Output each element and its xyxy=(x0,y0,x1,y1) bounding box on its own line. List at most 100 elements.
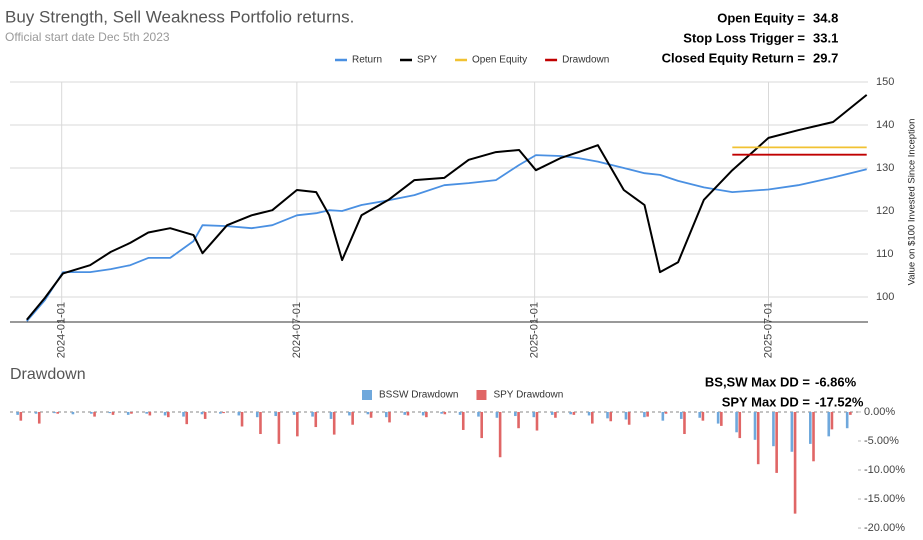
bar xyxy=(606,411,609,419)
bar xyxy=(440,411,443,414)
bar xyxy=(53,411,56,414)
x-tick-label: 2025-01-01 xyxy=(529,302,541,358)
bar xyxy=(716,411,720,424)
y-tick-label: -20.00% xyxy=(864,522,905,534)
y-tick-label: 100 xyxy=(876,291,894,303)
bar xyxy=(550,411,554,415)
bar xyxy=(126,411,130,415)
bar xyxy=(163,411,167,416)
bar xyxy=(735,411,738,433)
bar xyxy=(698,411,702,418)
bar xyxy=(845,411,849,429)
stat-value: 29.7 xyxy=(813,50,838,65)
bar xyxy=(461,411,465,430)
series-line xyxy=(26,94,868,321)
bar xyxy=(790,411,794,452)
bar xyxy=(720,411,723,426)
y-tick-label: 130 xyxy=(876,162,894,174)
bar xyxy=(37,411,41,424)
stat-value: 34.8 xyxy=(813,10,838,25)
bar xyxy=(240,411,244,427)
bar xyxy=(756,411,760,465)
stat-label: Stop Loss Trigger = xyxy=(683,30,805,45)
y-tick-label: -10.00% xyxy=(864,464,905,476)
bar xyxy=(517,411,520,429)
legend-swatch xyxy=(362,390,372,400)
stat-label: Open Equity = xyxy=(717,10,805,25)
bar xyxy=(495,411,499,418)
bar xyxy=(145,411,148,414)
bar xyxy=(385,411,388,418)
bar xyxy=(292,411,296,415)
bar xyxy=(535,411,539,431)
bar xyxy=(108,411,112,414)
bar xyxy=(425,411,428,418)
bar xyxy=(166,411,170,418)
bar xyxy=(237,411,241,416)
bar xyxy=(849,411,852,415)
bar xyxy=(200,411,204,415)
bar xyxy=(351,411,354,425)
bar xyxy=(572,411,576,415)
bar xyxy=(296,411,299,437)
bar xyxy=(554,411,557,418)
bar xyxy=(587,411,591,416)
bar xyxy=(348,411,351,416)
bar xyxy=(403,411,407,415)
legend-label: SPY Drawdown xyxy=(493,390,563,401)
y-axis-title: Value on $100 Invested Since Inception xyxy=(907,119,918,286)
bar xyxy=(679,411,683,419)
bar xyxy=(219,411,222,414)
bar xyxy=(185,411,189,425)
stat-label: BS,SW Max DD = xyxy=(705,374,811,389)
bar xyxy=(93,411,96,417)
bar xyxy=(182,411,185,417)
y-tick-label: 110 xyxy=(876,248,894,260)
bar xyxy=(406,411,410,416)
bar xyxy=(753,411,757,440)
x-tick-label: 2024-01-01 xyxy=(56,302,68,358)
bar xyxy=(443,411,447,415)
bar xyxy=(661,411,665,421)
bar xyxy=(90,411,93,414)
bar xyxy=(71,411,75,415)
stat-value: -17.52% xyxy=(815,394,864,409)
bar xyxy=(277,411,281,444)
bar xyxy=(311,411,314,417)
bar xyxy=(203,411,207,419)
bar xyxy=(16,411,19,415)
bar xyxy=(624,411,628,420)
bar xyxy=(664,411,668,414)
bar xyxy=(646,411,649,417)
legend-label: Open Equity xyxy=(472,55,527,66)
bar xyxy=(590,411,594,424)
x-tick-label: 2024-07-01 xyxy=(291,302,303,358)
legend-label: BSSW Drawdown xyxy=(379,390,458,401)
bar xyxy=(259,411,262,435)
chart-subtitle: Official start date Dec 5th 2023 xyxy=(5,30,170,44)
bar xyxy=(329,411,333,419)
bar xyxy=(627,411,631,425)
bar xyxy=(388,411,391,423)
bar xyxy=(609,411,613,422)
legend-label: Drawdown xyxy=(562,55,609,66)
y-tick-label: -15.00% xyxy=(864,493,905,505)
y-tick-label: 140 xyxy=(876,119,894,131)
series-line xyxy=(26,154,867,322)
bar xyxy=(812,411,815,462)
bar xyxy=(772,411,775,447)
bar xyxy=(34,411,38,414)
bar xyxy=(514,411,517,417)
bar xyxy=(569,411,572,415)
bar xyxy=(480,411,483,439)
y-tick-label: 120 xyxy=(876,205,894,217)
bar xyxy=(809,411,812,444)
bar xyxy=(56,411,59,414)
stat-value: 33.1 xyxy=(813,30,838,45)
bar xyxy=(222,411,225,414)
bar xyxy=(498,411,502,458)
bar xyxy=(775,411,778,473)
bar xyxy=(255,411,259,418)
